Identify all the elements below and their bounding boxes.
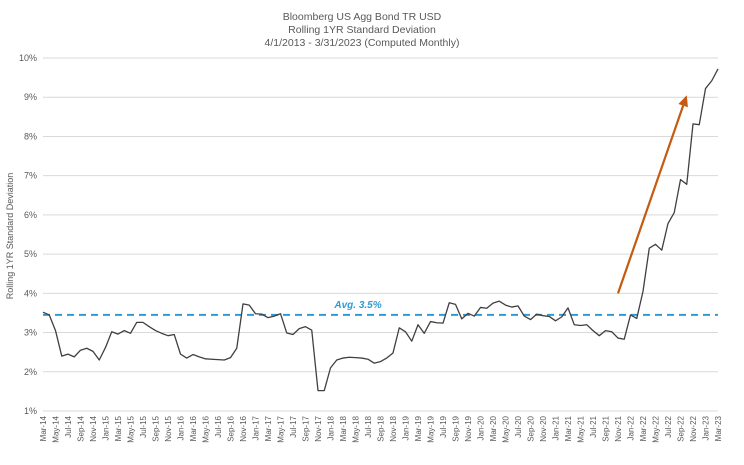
x-tick-label: Sep-16 [227, 415, 236, 441]
x-tick-label: Mar-21 [564, 415, 573, 441]
y-tick-label: 10% [19, 53, 37, 63]
arrow-head [678, 95, 688, 108]
x-tick-label: Nov-22 [689, 415, 698, 441]
x-tick-label: Jan-20 [477, 415, 486, 440]
y-tick-label: 5% [24, 249, 37, 259]
y-tick-label: 4% [24, 288, 37, 298]
x-tick-label: Sep-21 [602, 415, 611, 441]
x-tick-label: Sep-15 [152, 415, 161, 441]
x-tick-label: Jul-18 [364, 415, 373, 437]
trend-arrow [616, 95, 688, 294]
x-tick-label: Jul-15 [139, 415, 148, 437]
x-tick-label: May-21 [577, 415, 586, 442]
x-tick-label: Jan-15 [102, 415, 111, 440]
x-tick-label: Jan-23 [702, 415, 711, 440]
chart-title: Bloomberg US Agg Bond TR USD Rolling 1YR… [265, 11, 460, 49]
x-tick-label: Nov-20 [539, 415, 548, 441]
x-tick-label: Jul-22 [664, 415, 673, 437]
y-tick-label: 7% [24, 171, 37, 181]
title-line-2: Rolling 1YR Standard Deviation [288, 24, 436, 36]
y-tick-label: 1% [24, 406, 37, 416]
x-tick-label: Mar-15 [114, 415, 123, 441]
x-tick-label: Sep-22 [677, 415, 686, 441]
y-tick-label: 8% [24, 131, 37, 141]
x-tick-label: Nov-16 [239, 415, 248, 441]
x-tick-label: Jan-21 [552, 415, 561, 440]
y-tick-label: 9% [24, 92, 37, 102]
y-tick-label: 6% [24, 210, 37, 220]
x-tick-label: May-22 [652, 415, 661, 442]
arrow-shaft [616, 105, 685, 294]
x-tick-label: Nov-17 [314, 415, 323, 441]
x-tick-label: Nov-21 [614, 415, 623, 441]
x-tick-label: May-19 [427, 415, 436, 442]
x-tick-label: Jan-17 [252, 415, 261, 440]
x-tick-label: Sep-20 [527, 415, 536, 441]
x-tick-label: Mar-20 [489, 415, 498, 441]
x-tick-label: Mar-14 [39, 415, 48, 441]
x-tick-label: Jul-17 [289, 415, 298, 437]
x-tick-label: Nov-14 [89, 415, 98, 441]
x-tick-label: Mar-23 [714, 415, 723, 441]
average-reference: Avg. 3.5% [43, 300, 718, 316]
x-tick-label: Jul-21 [589, 415, 598, 437]
x-tick-label: Jan-18 [327, 415, 336, 440]
x-tick-label: Jul-16 [214, 415, 223, 437]
title-line-3: 4/1/2013 - 3/31/2023 (Computed Monthly) [265, 37, 460, 49]
x-tick-label: May-14 [52, 415, 61, 442]
x-tick-label: Jul-20 [514, 415, 523, 437]
x-tick-label: Jan-22 [627, 415, 636, 440]
title-line-1: Bloomberg US Agg Bond TR USD [283, 11, 442, 23]
x-tick-label: Mar-22 [639, 415, 648, 441]
x-tick-label: Jan-19 [402, 415, 411, 440]
x-tick-label: May-15 [127, 415, 136, 442]
x-tick-labels: Mar-14 May-14 Jul-14 Sep-14 Nov-14 Jan-15 Mar-… [39, 415, 723, 442]
x-tick-label: Jul-19 [439, 415, 448, 437]
x-tick-label: May-16 [202, 415, 211, 442]
x-tick-label: Mar-18 [339, 415, 348, 441]
x-tick-label: Sep-17 [302, 415, 311, 441]
y-tick-labels: 1% 2% 3% 4% 5% 6% 7% 8% 9% 10% [19, 53, 37, 416]
x-tick-label: Mar-16 [189, 415, 198, 441]
x-tick-label: May-17 [277, 415, 286, 442]
y-axis-label: Rolling 1YR Standard Deviation [5, 173, 15, 300]
y-tick-label: 3% [24, 328, 37, 338]
x-tick-label: Nov-18 [389, 415, 398, 441]
x-tick-label: Jan-16 [177, 415, 186, 440]
gridlines [43, 57, 718, 412]
x-tick-label: Mar-17 [264, 415, 273, 441]
x-tick-label: Sep-19 [452, 415, 461, 441]
x-tick-label: May-18 [352, 415, 361, 442]
x-tick-label: Mar-19 [414, 415, 423, 441]
x-tick-label: Nov-15 [164, 415, 173, 441]
x-tick-label: Sep-18 [377, 415, 386, 441]
y-tick-label: 2% [24, 367, 37, 377]
x-tick-label: Nov-19 [464, 415, 473, 441]
series-group [42, 68, 719, 392]
series-line [42, 68, 719, 392]
x-tick-label: May-20 [502, 415, 511, 442]
x-tick-label: Jul-14 [64, 415, 73, 437]
average-label: Avg. 3.5% [333, 300, 381, 311]
x-tick-label: Sep-14 [77, 415, 86, 441]
